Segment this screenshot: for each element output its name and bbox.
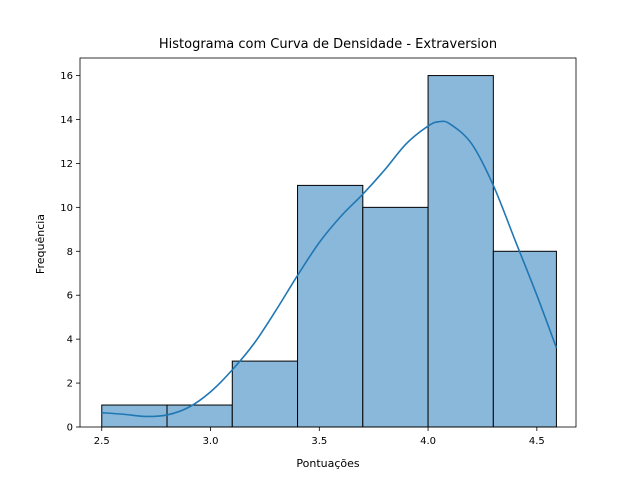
y-axis-label: Frequência <box>34 214 47 274</box>
histogram-bar <box>297 184 364 428</box>
histogram-bar <box>492 250 557 428</box>
y-tick-label: 10 <box>60 203 73 214</box>
y-tick-label: 12 <box>60 159 73 170</box>
plot-frame <box>79 57 577 428</box>
x-tick-label: 4.5 <box>529 436 545 447</box>
y-tick-label: 8 <box>67 247 73 258</box>
histogram-bar <box>166 404 233 428</box>
x-tick-label: 2.5 <box>94 436 110 447</box>
x-tick-label: 3.5 <box>311 436 327 447</box>
density-curve <box>101 120 558 418</box>
y-tick-label: 0 <box>67 423 73 434</box>
x-tick-label: 4.0 <box>420 436 436 447</box>
y-tick-label: 16 <box>60 71 73 82</box>
x-tick-label: 3.0 <box>203 436 219 447</box>
x-axis-label: Pontuações <box>296 457 360 470</box>
y-tick-label: 2 <box>67 379 73 390</box>
y-tick-label: 6 <box>67 291 73 302</box>
bars-group <box>101 75 557 428</box>
histogram-bar <box>231 360 299 428</box>
histogram-bar <box>362 206 429 428</box>
y-tick-label: 14 <box>60 115 73 126</box>
y-axis-ticks: 0 2 4 6 8 10 12 14 16 <box>60 71 80 434</box>
y-tick-label: 4 <box>67 335 73 346</box>
x-axis-ticks: 2.5 3.0 3.5 4.0 4.5 <box>94 427 545 447</box>
chart-title: Histograma com Curva de Densidade - Extr… <box>159 37 497 52</box>
histogram-bar <box>427 75 494 428</box>
